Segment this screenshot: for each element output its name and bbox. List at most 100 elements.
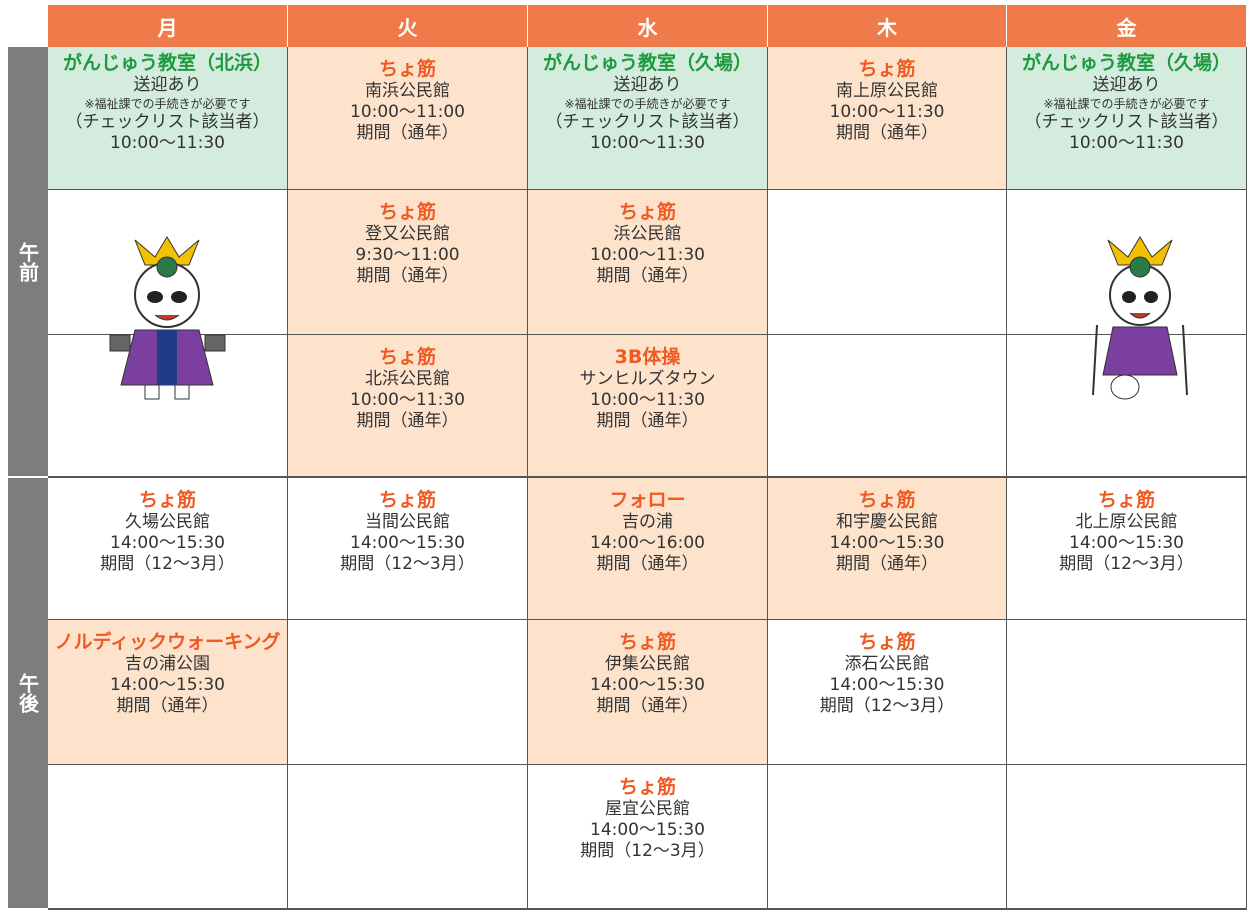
schedule-cell: がんじゅう教室（久場） 送迎あり ※福祉課での手続きが必要です （チェックリスト該当者… <box>528 47 768 190</box>
cell-note: ※福祉課での手続きが必要です <box>84 97 251 111</box>
cell-line: 期間（通年） <box>356 123 459 143</box>
cell-line: 10:00～11:30 <box>110 133 225 153</box>
schedule-cell: ちょ筋 南上原公民館 10:00～11:30 期間（通年） <box>768 47 1007 190</box>
cell-line: 吉の浦公園 <box>125 654 210 674</box>
cell-line: 登又公民館 <box>365 224 450 244</box>
column-header: 木 <box>768 5 1007 47</box>
schedule-cell <box>288 765 528 910</box>
cell-line: 期間（12～3月） <box>819 696 955 716</box>
schedule-cell: ちょ筋 北浜公民館 10:00～11:30 期間（通年） <box>288 335 528 478</box>
cell-title: 3B体操 <box>614 346 681 368</box>
cell-line: 10:00～11:30 <box>829 102 945 122</box>
schedule-cell <box>1007 765 1247 910</box>
schedule-cell: ちょ筋 南浜公民館 10:00～11:00 期間（通年） <box>288 47 528 190</box>
schedule-cell: ちょ筋 浜公民館 10:00～11:30 期間（通年） <box>528 190 768 335</box>
cell-title: ちょ筋 <box>618 776 676 798</box>
cell-line: 期間（通年） <box>836 123 938 143</box>
schedule-cell: ちょ筋 北上原公民館 14:00～15:30 期間（12～3月） <box>1007 478 1247 620</box>
cell-subtitle: 送迎あり <box>133 75 202 95</box>
schedule-cell: がんじゅう教室（北浜） 送迎あり ※福祉課での手続きが必要です （チェックリスト該当者… <box>48 47 288 190</box>
cell-line: 期間（通年） <box>596 696 699 716</box>
cell-title: ちょ筋 <box>858 58 916 80</box>
cell-line: 吉の浦 <box>622 512 673 532</box>
cell-line: 久場公民館 <box>125 512 210 532</box>
schedule-cell: ノルディックウォーキング 吉の浦公園 14:00～15:30 期間（通年） <box>48 620 288 765</box>
cell-line: （チェックリスト該当者） <box>545 112 750 132</box>
cell-title: ちょ筋 <box>858 489 916 511</box>
cell-line: 14:00～15:30 <box>590 820 705 840</box>
mascot <box>109 236 226 400</box>
cell-line: 10:00～11:30 <box>1069 133 1184 153</box>
cell-subtitle: 送迎あり <box>1092 75 1161 95</box>
schedule-cell <box>1007 620 1247 765</box>
cell-title: がんじゅう教室（北浜） <box>62 52 272 74</box>
cell-title: ちょ筋 <box>618 201 676 223</box>
cell-line: 浜公民館 <box>613 224 682 244</box>
section-label: 午後 <box>8 478 48 910</box>
cell-line: 北浜公民館 <box>365 369 450 389</box>
cell-line: 期間（通年） <box>356 266 459 286</box>
cell-line: 期間（通年） <box>116 696 219 716</box>
cell-line: 期間（12～3月） <box>1059 554 1194 574</box>
cell-line: 9:30～11:00 <box>355 245 460 265</box>
cell-line: 北上原公民館 <box>1075 512 1178 532</box>
cell-note: ※福祉課での手続きが必要です <box>564 97 731 111</box>
cell-line: 10:00～11:30 <box>590 245 705 265</box>
schedule-cell <box>768 190 1007 335</box>
schedule-cell: ちょ筋 和宇慶公民館 14:00～15:30 期間（通年） <box>768 478 1007 620</box>
schedule-cell: フォロー 吉の浦 14:00～16:00 期間（通年） <box>528 478 768 620</box>
cell-title: ノルディックウォーキング <box>54 631 281 653</box>
cell-subtitle: 送迎あり <box>613 75 682 95</box>
cell-note: ※福祉課での手続きが必要です <box>1043 97 1210 111</box>
cell-line: 期間（通年） <box>836 554 938 574</box>
cell-line: 期間（12～3月） <box>100 554 235 574</box>
schedule-cell: ちょ筋 登又公民館 9:30～11:00 期間（通年） <box>288 190 528 335</box>
cell-line: 14:00～15:30 <box>829 675 945 695</box>
cell-line: 伊集公民館 <box>605 654 690 674</box>
schedule-cell <box>48 765 288 910</box>
cell-title: ちょ筋 <box>858 631 916 653</box>
cell-title: フォロー <box>609 489 686 511</box>
cell-line: 当間公民館 <box>365 512 450 532</box>
cell-line: 期間（通年） <box>356 411 459 431</box>
column-header: 火 <box>288 5 528 47</box>
cell-line: 南浜公民館 <box>365 81 450 101</box>
cell-line: 14:00～15:30 <box>1069 533 1184 553</box>
column-header: 月 <box>48 5 288 47</box>
cell-title: ちょ筋 <box>378 58 436 80</box>
cell-line: 期間（通年） <box>596 554 699 574</box>
cell-title: がんじゅう教室（久場） <box>1021 52 1231 74</box>
mascot <box>1092 236 1188 400</box>
cell-title: ちょ筋 <box>138 489 196 511</box>
cell-line: 屋宜公民館 <box>605 799 690 819</box>
cell-line: 添石公民館 <box>844 654 930 674</box>
cell-line: 期間（通年） <box>596 266 699 286</box>
cell-title: ちょ筋 <box>378 201 436 223</box>
cell-title: ちょ筋 <box>378 346 436 368</box>
schedule-cell: ちょ筋 添石公民館 14:00～15:30 期間（12～3月） <box>768 620 1007 765</box>
schedule-cell: ちょ筋 久場公民館 14:00～15:30 期間（12～3月） <box>48 478 288 620</box>
cell-line: 期間（12～3月） <box>340 554 475 574</box>
cell-line: 14:00～15:30 <box>350 533 465 553</box>
schedule-cell: ちょ筋 当間公民館 14:00～15:30 期間（12～3月） <box>288 478 528 620</box>
cell-line: 14:00～15:30 <box>110 533 225 553</box>
schedule-cell: がんじゅう教室（久場） 送迎あり ※福祉課での手続きが必要です （チェックリスト該当者… <box>1007 47 1247 190</box>
schedule-cell <box>768 335 1007 478</box>
cell-line: 14:00～15:30 <box>110 675 225 695</box>
cell-title: ちょ筋 <box>378 489 436 511</box>
cell-line: 10:00～11:30 <box>350 390 465 410</box>
cell-line: 10:00～11:00 <box>350 102 465 122</box>
cell-line: 14:00～15:30 <box>590 675 705 695</box>
schedule-cell: ちょ筋 伊集公民館 14:00～15:30 期間（通年） <box>528 620 768 765</box>
schedule-cell <box>288 620 528 765</box>
cell-line: 14:00～16:00 <box>590 533 705 553</box>
cell-line: （チェックリスト該当者） <box>1024 112 1229 132</box>
cell-line: （チェックリスト該当者） <box>65 112 270 132</box>
cell-line: 期間（通年） <box>596 411 699 431</box>
cell-line: 10:00～11:30 <box>590 133 705 153</box>
schedule-cell <box>768 765 1007 910</box>
schedule-cell: ちょ筋 屋宜公民館 14:00～15:30 期間（12～3月） <box>528 765 768 910</box>
cell-line: 10:00～11:30 <box>590 390 705 410</box>
cell-line: 14:00～15:30 <box>829 533 945 553</box>
